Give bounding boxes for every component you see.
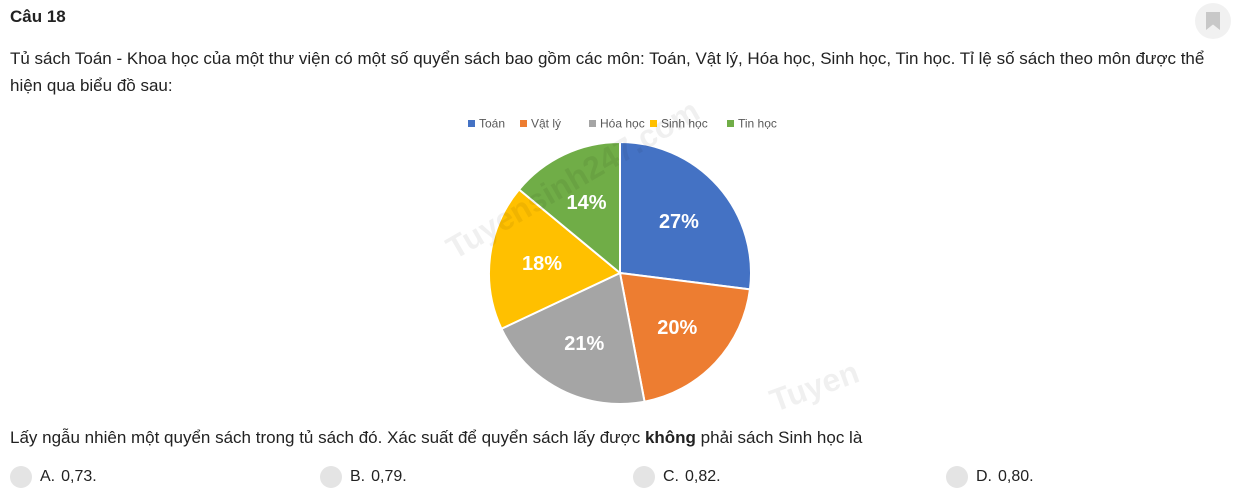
emphasis-text: không [644, 428, 696, 447]
legend-entry: Toán [479, 117, 505, 131]
option-letter: D. [976, 468, 992, 485]
legend-swatch [727, 120, 734, 127]
pie-data-label: 21% [564, 333, 604, 355]
option-c[interactable]: C. 0,82. [633, 462, 721, 492]
option-letter: B. [350, 468, 366, 485]
option-d[interactable]: D. 0,80. [946, 462, 1034, 492]
question-number: Câu 18 [10, 7, 66, 26]
pie-slice-1 [619, 140, 752, 291]
question-prompt: Lấy ngẫu nhiên một quyển sách trong tủ s… [10, 428, 863, 447]
legend-swatch [589, 120, 596, 127]
chart-legend: Toán Vật lý Hóa học Sinh học Tin học [468, 117, 777, 131]
legend-entry: Sinh học [661, 117, 708, 131]
radio-button[interactable] [946, 466, 968, 488]
pie-data-label: 20% [657, 317, 697, 339]
bookmark-button[interactable] [1195, 3, 1231, 39]
pie-slice-3 [500, 271, 646, 405]
pie-slices [488, 140, 752, 405]
legend-swatch [520, 120, 527, 127]
legend-swatch [468, 120, 475, 127]
radio-button[interactable] [633, 466, 655, 488]
pie-data-label: 18% [522, 253, 562, 275]
option-value: 0,80. [998, 468, 1034, 485]
legend-entry: Tin học [738, 117, 777, 131]
option-letter: A. [40, 468, 56, 485]
option-value: 0,79. [371, 468, 407, 485]
pie-data-label: 27% [659, 211, 699, 233]
bookmark-icon [1206, 12, 1220, 30]
pie-slice-4 [488, 188, 622, 331]
pie-chart: Toán Vật lý Hóa học Sinh học Tin học 27% 20% 2… [440, 108, 800, 408]
option-a[interactable]: A. 0,73. [10, 462, 97, 492]
radio-button[interactable] [10, 466, 32, 488]
legend-entry: Vật lý [531, 117, 561, 131]
option-value: 0,73. [61, 468, 97, 485]
pie-slice-2 [618, 271, 752, 403]
pie-labels: 27% 20% 21% 18% 14% [522, 192, 699, 355]
pie-slice-5 [517, 140, 621, 276]
legend-swatch [650, 120, 657, 127]
pie-data-label: 14% [567, 192, 607, 214]
legend-entry: Hóa học [600, 117, 645, 131]
radio-button[interactable] [320, 466, 342, 488]
answer-options: A. 0,73. B. 0,79. C. 0,82. D. 0,80. [10, 462, 1230, 492]
option-b[interactable]: B. 0,79. [320, 462, 407, 492]
option-letter: C. [663, 468, 679, 485]
question-text: Tủ sách Toán - Khoa học của một thư viện… [10, 49, 1205, 95]
option-value: 0,82. [685, 468, 721, 485]
